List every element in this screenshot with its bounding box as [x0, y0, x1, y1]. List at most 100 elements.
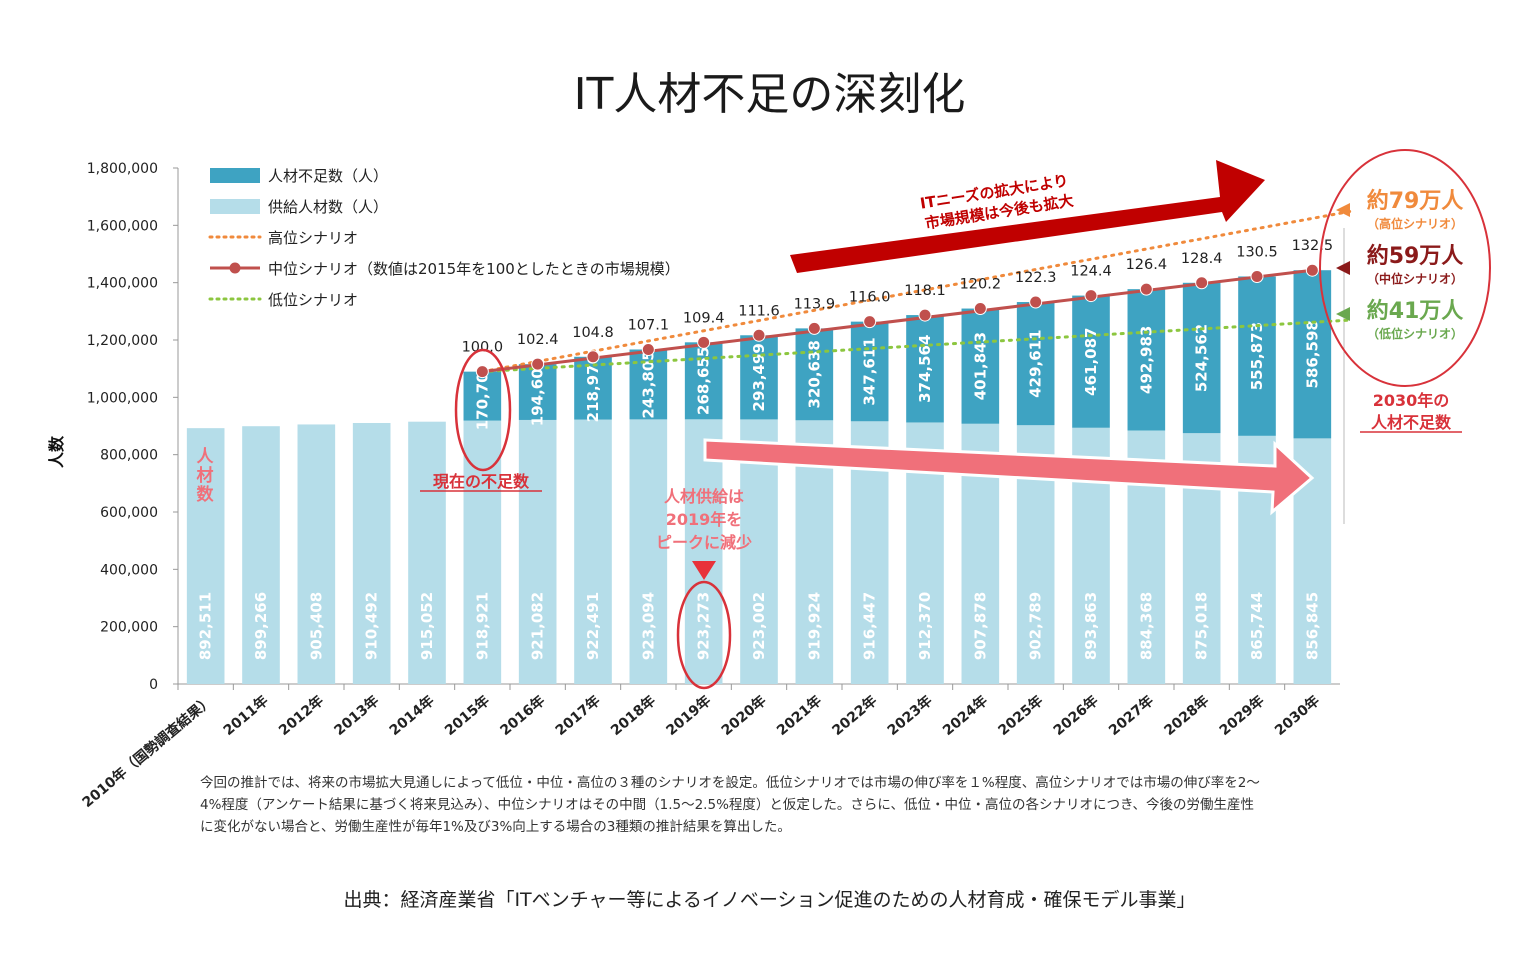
x-tick-label: 2010年（国勢調査結果） — [79, 692, 216, 811]
x-tick-label: 2019年 — [663, 692, 715, 739]
y-tick-label: 1,400,000 — [87, 276, 158, 292]
mid-value-text: 約59万人 — [1367, 243, 1464, 269]
supply-label: 923,002 — [750, 592, 768, 660]
shortage-label: 218,976 — [584, 354, 602, 422]
supply-label: 899,266 — [252, 592, 270, 660]
supply-label: 856,845 — [1303, 592, 1321, 660]
y-tick-label: 1,200,000 — [87, 333, 158, 349]
shortage-label: 243,805 — [639, 350, 657, 418]
mid-marker-arrow — [1336, 261, 1350, 275]
shortage-bar — [1016, 302, 1055, 426]
shortage-label: 374,564 — [916, 335, 934, 403]
low-sub-text: （低位シナリオ） — [1367, 326, 1463, 341]
supply-peak-text-1: 人材供給は — [664, 487, 744, 506]
shortage-label: 524,562 — [1193, 324, 1211, 392]
mid-scenario-point — [973, 302, 987, 316]
y-tick-label: 1,800,000 — [87, 161, 158, 177]
y-tick-label: 1,000,000 — [87, 390, 158, 406]
y-tick-label: 1,600,000 — [87, 218, 158, 234]
shortage-2030-text-2: 人材不足数 — [1371, 413, 1452, 432]
shortage-label: 320,638 — [805, 340, 823, 408]
supply-vertical-label: 人 材 数 — [197, 447, 215, 505]
shortage-2030-text-1: 2030年の — [1373, 391, 1450, 410]
supply-label: 918,921 — [473, 592, 491, 660]
mid-index-label: 111.6 — [738, 303, 780, 319]
shortage-label: 429,611 — [1027, 329, 1045, 397]
page-title: IT人材不足の深刻化 — [573, 69, 966, 120]
legend-swatch-supply — [210, 199, 260, 214]
shortage-bar — [463, 371, 502, 421]
current-shortage-text: 現在の不足数 — [433, 472, 530, 491]
shortage-label: 461,087 — [1082, 328, 1100, 396]
mid-index-label: 120.2 — [960, 277, 1002, 293]
x-tick-label: 2015年 — [441, 692, 493, 739]
supply-label: 916,447 — [861, 592, 879, 660]
mid-scenario-point — [918, 308, 932, 322]
supply-label: 919,924 — [805, 592, 823, 660]
mid-scenario-point — [531, 357, 545, 371]
current-shortage-callout: 現在の不足数 — [420, 348, 542, 492]
shortage-label: 492,983 — [1137, 326, 1155, 394]
mid-index-label: 100.0 — [462, 340, 504, 356]
supply-bar — [629, 419, 668, 684]
supply-bar — [242, 426, 280, 684]
shortage-bar — [795, 328, 834, 421]
supply-peak-ellipse — [676, 580, 732, 690]
mid-scenario-point — [697, 335, 711, 349]
mid-index-label: 128.4 — [1181, 251, 1223, 267]
supply-bar — [352, 422, 391, 684]
legend: 人材不足数（人） 供給人材数（人） 高位シナリオ 中位シナリオ（数値は2015年… — [208, 167, 680, 309]
supply-label: 905,408 — [307, 592, 325, 660]
x-tick-label: 2020年 — [718, 692, 770, 739]
supply-peak-callout: 人材供給は 2019年を ピークに減少 — [656, 487, 752, 690]
mid-index-label: 107.1 — [628, 317, 670, 333]
supply-label: 865,744 — [1248, 592, 1266, 660]
supply-label: 912,370 — [916, 592, 934, 660]
x-tick-label: 2012年 — [275, 692, 327, 739]
supply-peak-text-2: 2019年を — [666, 510, 743, 529]
low-scenario-line — [480, 318, 1354, 374]
scenario-2030-callout: 約79万人 （高位シナリオ） 約59万人 （中位シナリオ） 約41万人 （低位シ… — [1319, 149, 1491, 433]
supply-label: 922,491 — [584, 592, 602, 660]
supply-label: 884,368 — [1137, 592, 1155, 660]
mid-scenario-point — [475, 365, 489, 379]
shortage-bar — [1127, 289, 1166, 431]
high-sub-text: （高位シナリオ） — [1367, 216, 1463, 231]
mid-index-label: 132.5 — [1292, 238, 1334, 254]
x-tick-label: 2025年 — [995, 692, 1047, 739]
it-needs-arrow-shape — [790, 160, 1265, 273]
mid-index-label: 109.4 — [683, 310, 725, 326]
supply-label: 893,863 — [1082, 592, 1100, 660]
x-tick-label: 2013年 — [331, 692, 383, 739]
mid-index-label: 113.9 — [794, 296, 836, 312]
supply-vertical-char-1: 人 — [197, 447, 215, 467]
legend-swatch-shortage — [210, 168, 260, 183]
mid-scenario-point — [641, 342, 655, 356]
mid-index-label: 118.1 — [904, 283, 946, 299]
shortage-label: 268,655 — [695, 347, 713, 415]
mid-scenario-point — [1250, 269, 1264, 283]
mid-index-label: 102.4 — [517, 332, 559, 348]
shortage-label: 347,611 — [861, 337, 879, 405]
supply-label: 892,511 — [197, 592, 215, 660]
x-tick-label: 2029年 — [1216, 692, 1268, 739]
x-tick-label: 2022年 — [829, 692, 881, 739]
supply-bar — [574, 419, 612, 684]
shortage-bar — [740, 335, 778, 420]
supply-label: 921,082 — [529, 592, 547, 660]
mid-index-label: 124.4 — [1070, 264, 1112, 280]
shortage-label: 401,843 — [971, 332, 989, 400]
supply-decline-arrow-shape — [703, 438, 1315, 516]
legend-label-supply: 供給人材数（人） — [268, 198, 388, 216]
mid-scenario-point — [1084, 289, 1098, 303]
x-tick-label: 2023年 — [884, 692, 936, 739]
shortage-bar — [1238, 276, 1276, 436]
supply-vertical-char-2: 材 — [197, 465, 214, 486]
shortage-bar — [1072, 295, 1110, 428]
shortage-label: 170,700 — [473, 362, 491, 430]
legend-marker-mid — [229, 262, 241, 274]
supply-label: 875,018 — [1193, 592, 1211, 660]
supply-label: 923,094 — [639, 592, 657, 660]
legend-label-shortage: 人材不足数（人） — [268, 167, 388, 185]
